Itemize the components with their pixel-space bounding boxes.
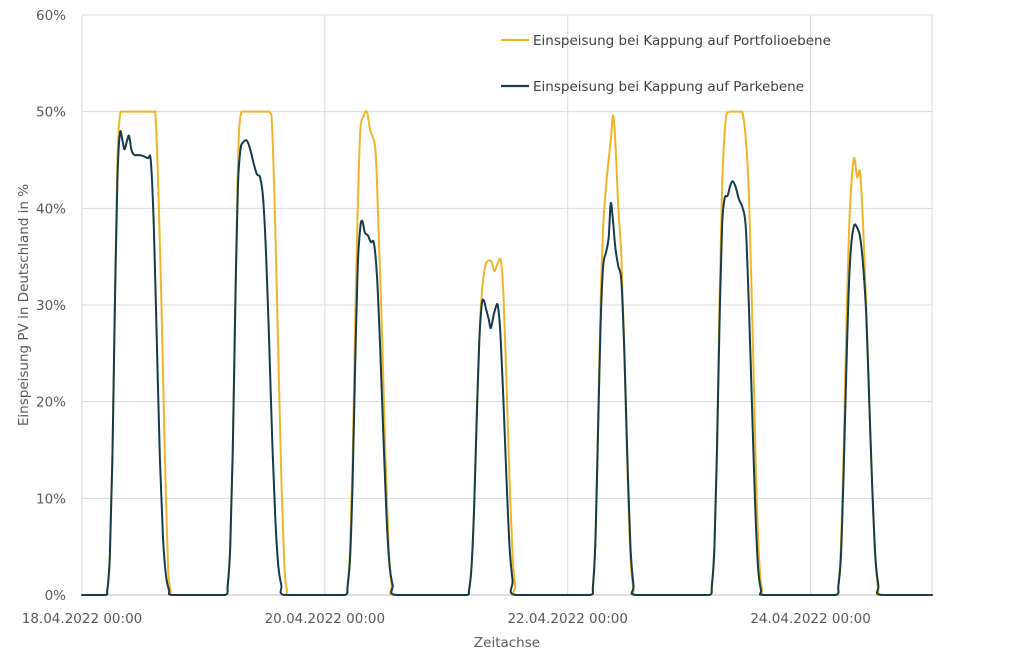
y-tick-label: 60% xyxy=(36,8,66,24)
y-tick-label: 10% xyxy=(36,491,66,507)
grid-layer xyxy=(81,14,933,596)
series-line-park xyxy=(81,130,933,596)
y-tick-label: 20% xyxy=(36,395,66,411)
x-tick-label: 18.04.2022 00:00 xyxy=(22,611,143,627)
x-tick-labels: 18.04.2022 00:00 20.04.2022 00:00 22.04.20… xyxy=(22,611,871,627)
x-axis-title: Zeitachse xyxy=(474,635,540,651)
y-tick-label: 50% xyxy=(36,105,66,121)
y-tick-label: 0% xyxy=(45,588,67,604)
legend-label-park: Einspeisung bei Kappung auf Parkebene xyxy=(533,79,804,95)
y-axis-title: Einspeisung PV in Deutschland in % xyxy=(16,184,32,426)
y-tick-label: 30% xyxy=(36,298,66,314)
series-line-portfolio xyxy=(81,110,933,596)
y-tick-label: 40% xyxy=(36,201,66,217)
x-tick-label: 24.04.2022 00:00 xyxy=(750,611,871,627)
y-tick-labels: 0% 10% 20% 30% 40% 50% 60% xyxy=(36,8,66,604)
x-tick-label: 20.04.2022 00:00 xyxy=(265,611,386,627)
x-tick-label: 22.04.2022 00:00 xyxy=(507,611,628,627)
legend: Einspeisung bei Kappung auf Portfolioebe… xyxy=(501,33,831,95)
legend-label-portfolio: Einspeisung bei Kappung auf Portfolioebe… xyxy=(533,33,831,49)
series-layer xyxy=(81,110,933,596)
